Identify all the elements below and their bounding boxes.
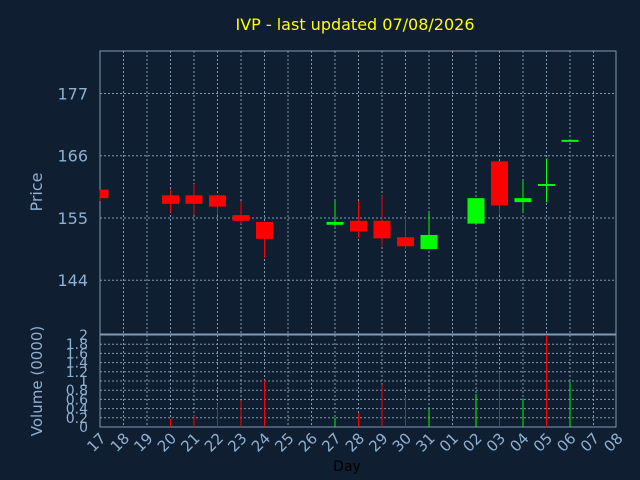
candle-body	[256, 221, 273, 239]
candle-body	[209, 195, 226, 207]
volume-tick-label: 1.2	[66, 365, 88, 381]
volume-tick-label: 0	[79, 420, 88, 436]
chart-title: IVP - last updated 07/08/2026	[235, 15, 474, 34]
candle-body	[420, 234, 438, 250]
volume-axis-label: Volume (0000)	[28, 326, 46, 436]
volume-tick-label: 1	[79, 374, 88, 390]
volume-tick-label: 1.4	[66, 356, 88, 372]
candle-body	[373, 220, 391, 239]
price-y-tick-labels: 144 155 166 177	[57, 84, 88, 290]
candle-body	[561, 139, 579, 142]
candle-body	[185, 195, 203, 204]
candle-body	[326, 221, 344, 225]
candle-body	[538, 184, 555, 187]
x-axis-label: Day	[333, 459, 361, 475]
price-tick-label: 144	[57, 271, 88, 290]
price-tick-label: 155	[57, 209, 88, 228]
candle-body	[467, 198, 485, 224]
price-tick-label: 177	[57, 84, 88, 103]
candle-body	[491, 161, 508, 206]
price-panel: 144 155 166 177 Price	[27, 50, 617, 335]
volume-tick-label: 0.4	[66, 402, 88, 418]
volume-bar-series	[170, 335, 571, 427]
candle-body	[232, 215, 250, 221]
volume-tick-label: 1.8	[66, 337, 88, 353]
candlestick-series	[99, 139, 579, 258]
candle-body	[350, 220, 367, 232]
volume-y-tick-labels: 00.20.40.60.811.21.41.61.82	[66, 328, 88, 436]
volume-tick-label: 0.6	[66, 392, 88, 408]
candle-body	[514, 198, 532, 203]
price-tick-label: 166	[57, 147, 88, 166]
x-tick-labels: 1718192021222324252627282930310102030405…	[83, 429, 626, 455]
volume-tick-label: 0.2	[66, 411, 88, 427]
candle-body	[397, 237, 414, 247]
volume-panel: 00.20.40.60.811.21.41.61.82 Volume (0000…	[28, 326, 617, 436]
volume-tick-label: 1.6	[66, 346, 88, 362]
volume-tick-label: 2	[79, 328, 88, 344]
volume-tick-label: 0.8	[66, 383, 88, 399]
candle-body	[100, 189, 109, 199]
price-axis-label: Price	[27, 172, 46, 211]
candle-body	[162, 195, 179, 204]
